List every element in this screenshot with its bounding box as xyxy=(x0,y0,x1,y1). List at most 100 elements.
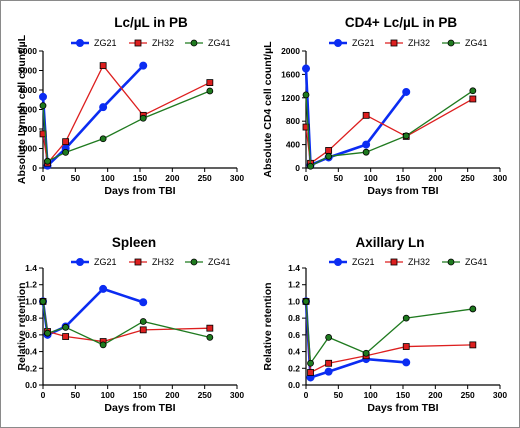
x-tick-label: 200 xyxy=(428,173,442,183)
data-point xyxy=(402,87,411,96)
y-tick-label: 0.0 xyxy=(25,380,37,390)
legend: ZG21 ZH32 ZG41 xyxy=(329,257,488,267)
y-tick-label: 0 xyxy=(295,163,300,173)
data-point xyxy=(469,341,477,349)
x-tick-label: 300 xyxy=(230,390,244,400)
data-point xyxy=(402,132,410,140)
series-line xyxy=(304,301,407,380)
x-axis-label: Days from TBI xyxy=(367,185,438,197)
data-point xyxy=(139,298,148,307)
data-point xyxy=(139,318,147,325)
legend-label: ZH32 xyxy=(152,257,174,267)
data-point xyxy=(39,130,47,138)
chart-2: CD4+ Lc/µL in PB 0 50 100 150 200 250 300 0 400 80… xyxy=(262,15,507,197)
legend-label: ZG41 xyxy=(208,257,231,267)
x-tick-label: 50 xyxy=(71,173,81,183)
legend-swatch-marker xyxy=(134,258,142,266)
y-axis-label: Relative retention xyxy=(16,282,28,370)
data-point xyxy=(206,79,214,86)
y-tick-label: 6000 xyxy=(18,46,37,56)
y-tick-label: 0 xyxy=(32,163,37,173)
x-axis-label: Days from TBI xyxy=(104,402,175,414)
x-tick-label: 50 xyxy=(334,390,344,400)
legend-label: ZG41 xyxy=(465,38,488,48)
y-tick-label: 5000 xyxy=(18,66,37,76)
y-tick-label: 3000 xyxy=(18,105,37,115)
y-tick-label: 1000 xyxy=(18,144,37,154)
data-point xyxy=(44,157,51,165)
data-point xyxy=(206,324,214,332)
data-point xyxy=(302,91,310,99)
data-point xyxy=(307,359,314,367)
data-point xyxy=(139,326,147,334)
data-point xyxy=(469,87,477,95)
x-tick-label: 100 xyxy=(364,173,378,183)
data-point xyxy=(39,298,47,305)
data-point xyxy=(99,62,107,70)
y-axis-label: Relative retention xyxy=(262,282,274,370)
x-axis-label: Days from TBI xyxy=(367,402,438,414)
data-point xyxy=(62,138,70,146)
chart-title: CD4+ Lc/µL in PB xyxy=(345,15,457,30)
data-point xyxy=(302,298,310,305)
data-point xyxy=(39,102,47,109)
legend-swatch-marker xyxy=(333,257,342,266)
data-point xyxy=(325,152,333,160)
y-tick-label: 1600 xyxy=(281,69,300,79)
x-tick-label: 100 xyxy=(364,390,378,400)
data-point xyxy=(62,323,70,331)
x-axis-label: Days from TBI xyxy=(104,185,175,197)
data-point xyxy=(362,148,370,156)
series-line xyxy=(304,68,408,167)
y-tick-label: 1.0 xyxy=(25,296,37,306)
legend-swatch-marker xyxy=(447,39,455,47)
x-tick-label: 100 xyxy=(101,390,115,400)
data-point xyxy=(39,92,48,101)
x-tick-label: 200 xyxy=(165,173,179,183)
data-point xyxy=(307,369,314,376)
data-point xyxy=(362,140,371,149)
chart-3: Spleen 0 50 100 150 200 250 300 0.0 0.2 0.4 0.6 0.8 1… xyxy=(16,235,244,414)
legend-swatch-marker xyxy=(333,39,342,48)
series-line xyxy=(42,90,211,163)
y-tick-label: 0.2 xyxy=(288,363,300,373)
data-point xyxy=(402,358,411,367)
data-point xyxy=(362,111,370,119)
y-tick-label: 0.4 xyxy=(25,347,37,357)
legend-swatch-marker xyxy=(447,258,455,266)
data-point xyxy=(139,114,147,122)
x-tick-label: 250 xyxy=(198,390,212,400)
y-tick-label: 0.0 xyxy=(288,380,300,390)
legend-label: ZH32 xyxy=(408,257,430,267)
data-point xyxy=(362,349,370,357)
data-point xyxy=(324,367,333,376)
data-point xyxy=(402,314,410,322)
legend: ZG21 ZH32 ZG41 xyxy=(329,38,488,48)
x-tick-label: 150 xyxy=(133,173,147,183)
legend-label: ZG41 xyxy=(465,257,488,267)
x-tick-label: 0 xyxy=(41,390,46,400)
y-tick-label: 400 xyxy=(286,140,300,150)
legend-swatch-marker xyxy=(390,39,398,47)
x-tick-label: 300 xyxy=(230,173,244,183)
legend-swatch-marker xyxy=(190,39,198,47)
data-point xyxy=(99,135,107,143)
series-zg41 xyxy=(39,87,214,165)
series-line xyxy=(305,301,473,366)
y-tick-label: 2000 xyxy=(281,46,300,56)
x-tick-label: 300 xyxy=(493,390,507,400)
x-tick-label: 300 xyxy=(493,173,507,183)
data-point xyxy=(99,341,107,349)
data-point xyxy=(469,95,477,103)
series-line xyxy=(42,301,210,346)
chart-title: Spleen xyxy=(112,235,156,250)
legend-swatch-marker xyxy=(190,258,198,266)
data-point xyxy=(99,284,108,293)
y-tick-label: 0.4 xyxy=(288,347,300,357)
legend-label: ZG21 xyxy=(352,38,375,48)
chart-title: Lc/µL in PB xyxy=(114,15,188,30)
legend-swatch-marker xyxy=(134,39,142,47)
y-tick-label: 4000 xyxy=(18,85,37,95)
